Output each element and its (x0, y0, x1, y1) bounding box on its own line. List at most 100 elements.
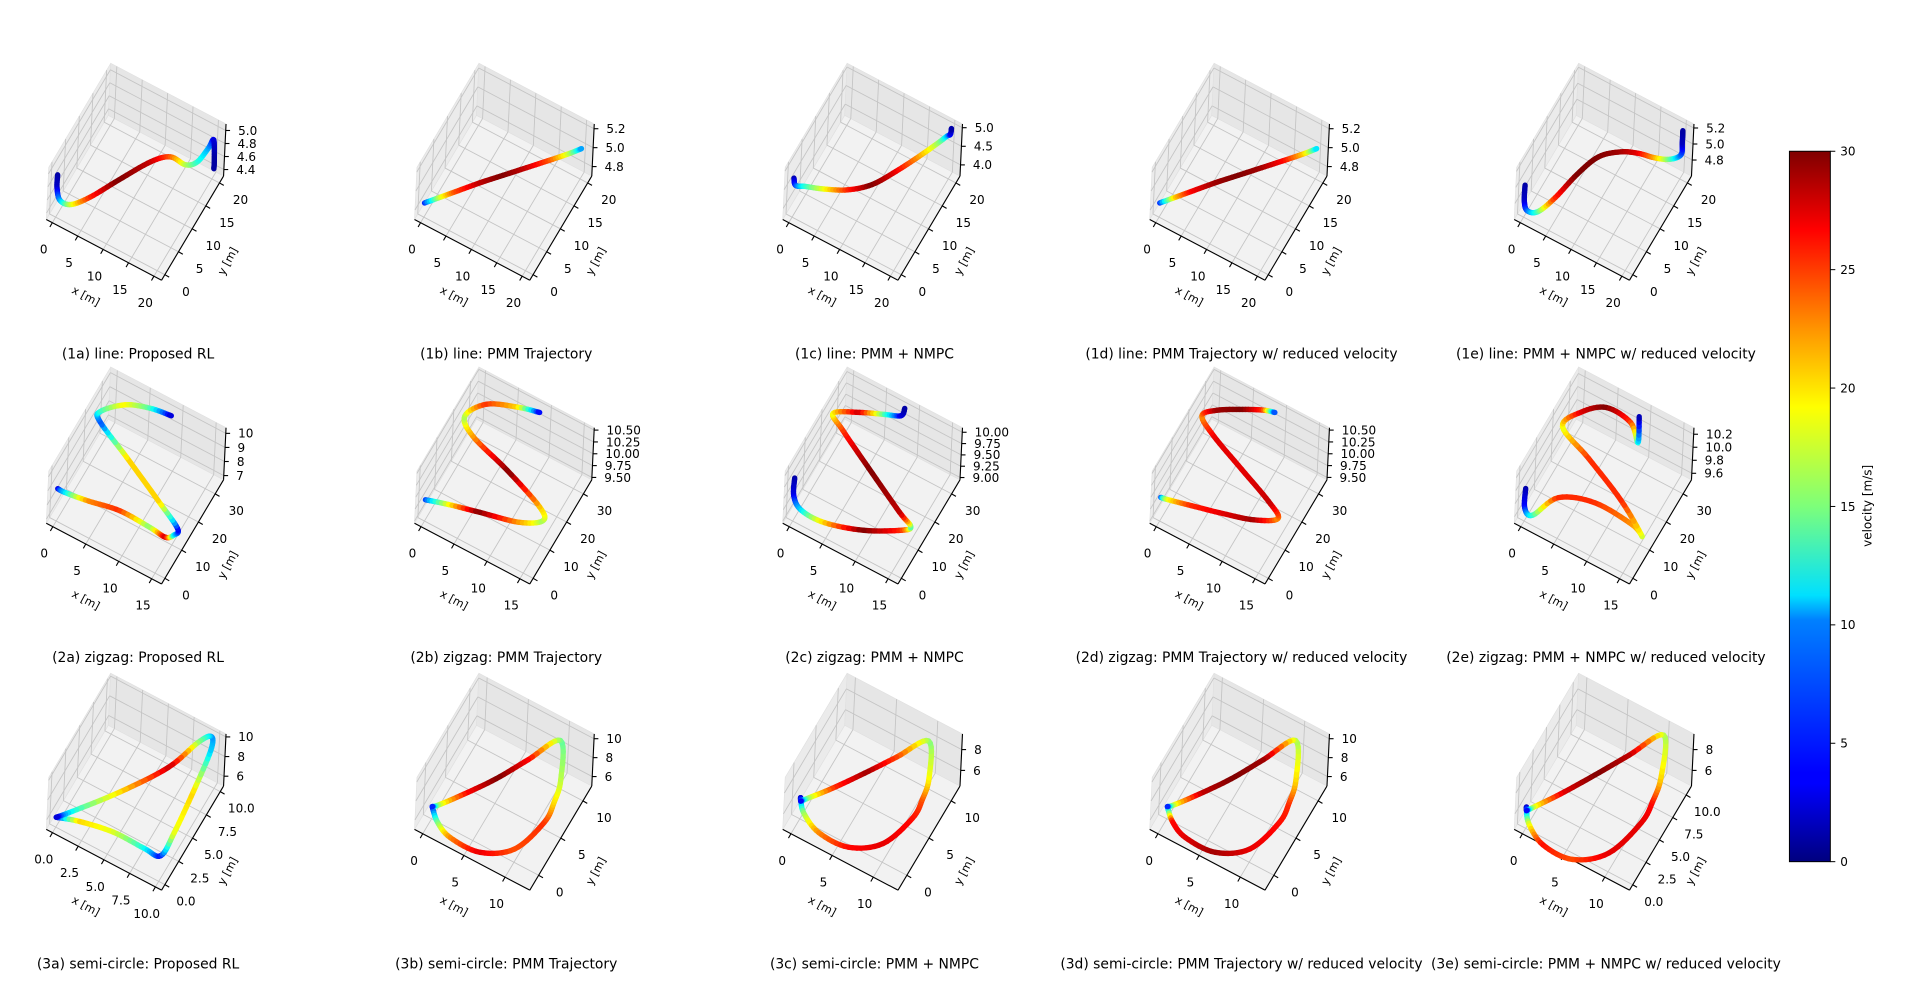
gridline (1301, 720, 1306, 774)
x-tick-label: 15 (112, 283, 127, 297)
y-tick-mark (1666, 521, 1671, 525)
y-tick-label: 15 (1687, 216, 1702, 230)
y-tick-label: 0 (1286, 588, 1294, 602)
x-tick-label: 20 (506, 296, 521, 310)
gridline (62, 748, 67, 801)
x-tick-mark (468, 249, 472, 255)
x-tick-mark (493, 262, 498, 268)
y-tick-mark (560, 837, 566, 842)
x-tick-mark (49, 222, 53, 228)
y-tick-label: 15 (956, 216, 971, 230)
x-tick-mark (885, 578, 889, 584)
trajectory (422, 401, 548, 526)
y-tick-mark (573, 205, 579, 209)
x-tick-label: 15 (1580, 283, 1595, 297)
y-tick-label: 30 (229, 504, 244, 518)
gridline (213, 422, 217, 475)
z-tick-label: 9.8 (1705, 454, 1724, 468)
y-tick-label: 5 (564, 262, 572, 276)
z-tick-label: 10.00 (975, 426, 1009, 440)
y-tick-label: 0 (924, 885, 932, 899)
y-axis (529, 175, 593, 281)
y-tick-label: 30 (597, 504, 612, 518)
x-tick-mark (1568, 249, 1572, 255)
x-tick-mark (100, 859, 105, 865)
gridline (1567, 432, 1684, 495)
gridline (1256, 171, 1320, 277)
gridline (783, 85, 847, 190)
z-tick-label: 10 (1342, 732, 1357, 746)
gridline (893, 699, 898, 752)
x-tick-label: 10 (1570, 581, 1585, 595)
z-tick-label: 4.0 (973, 158, 992, 172)
z-tick-label: 4.6 (237, 150, 256, 164)
x-tick-label: 10 (1555, 269, 1570, 283)
x-tick-label: 5 (802, 256, 810, 270)
x-axis-label: x [m] (1537, 587, 1569, 612)
y-tick-label: 0 (556, 885, 564, 899)
x-tick-mark (836, 249, 841, 255)
trajectory (1521, 404, 1645, 540)
trajectory (1158, 406, 1282, 524)
gridline (566, 720, 570, 774)
gridline (49, 517, 166, 579)
gridline (1570, 682, 1574, 735)
gridline (52, 422, 116, 527)
gridline (934, 720, 939, 774)
x-tick-mark (1196, 855, 1200, 861)
y-tick-mark (1646, 251, 1652, 255)
gridline (444, 167, 561, 230)
x-tick-label: 0 (40, 547, 48, 561)
x-tick-label: 0 (778, 854, 786, 868)
x-axis-label: x [m] (70, 587, 102, 612)
x-axis (414, 218, 531, 281)
gridline (85, 439, 149, 545)
gridline (1242, 79, 1247, 132)
y-tick-label: 20 (969, 193, 984, 207)
y-tick-label: 10 (1299, 560, 1314, 574)
gridline (1517, 161, 1521, 214)
z-tick-label: 4.8 (1340, 160, 1359, 174)
y-axis (1629, 175, 1692, 281)
gridline (1530, 801, 1647, 863)
gridline (1596, 158, 1659, 264)
y-tick-label: 5 (1313, 848, 1321, 862)
gridline (1213, 67, 1330, 130)
gridline (819, 460, 936, 523)
gridline (62, 138, 67, 192)
gridline (1150, 86, 1214, 192)
x-tick-label: 10 (823, 269, 838, 283)
gridline (46, 715, 110, 820)
y-tick-mark (1685, 794, 1691, 798)
x-tick-mark (819, 543, 823, 549)
x-tick-mark (100, 249, 104, 255)
x-tick-label: 5 (1187, 875, 1195, 889)
gridline (416, 67, 480, 173)
z-axis (591, 733, 595, 787)
y-tick-mark (928, 228, 934, 232)
z-tick-label: 4.5 (974, 140, 993, 154)
x-tick-label: 5 (820, 875, 828, 889)
gridline (1576, 98, 1693, 161)
gridline (49, 161, 53, 214)
x-axis-label: x [m] (1537, 284, 1569, 309)
x-tick-label: 10 (1190, 269, 1205, 283)
gridline (109, 695, 226, 757)
x-axis (414, 828, 531, 891)
gridline (414, 105, 478, 211)
y-tick-label: 0.0 (1644, 895, 1663, 909)
y-axis (1264, 479, 1328, 585)
gridline (1515, 688, 1579, 794)
subplot-title: (1b) line: PMM Trajectory (420, 346, 592, 362)
gridline (1553, 439, 1617, 545)
x-axis-label: x [m] (1173, 284, 1205, 309)
x-axis (46, 522, 162, 585)
y-tick-label: 20 (601, 193, 616, 207)
x-tick-mark (115, 561, 120, 566)
x-axis (1513, 218, 1630, 281)
y-axis (1629, 479, 1692, 585)
y-tick-mark (1645, 861, 1651, 866)
y-axis (897, 479, 961, 585)
z-tick-label: 9.75 (605, 459, 632, 473)
x-axis (1149, 828, 1266, 891)
